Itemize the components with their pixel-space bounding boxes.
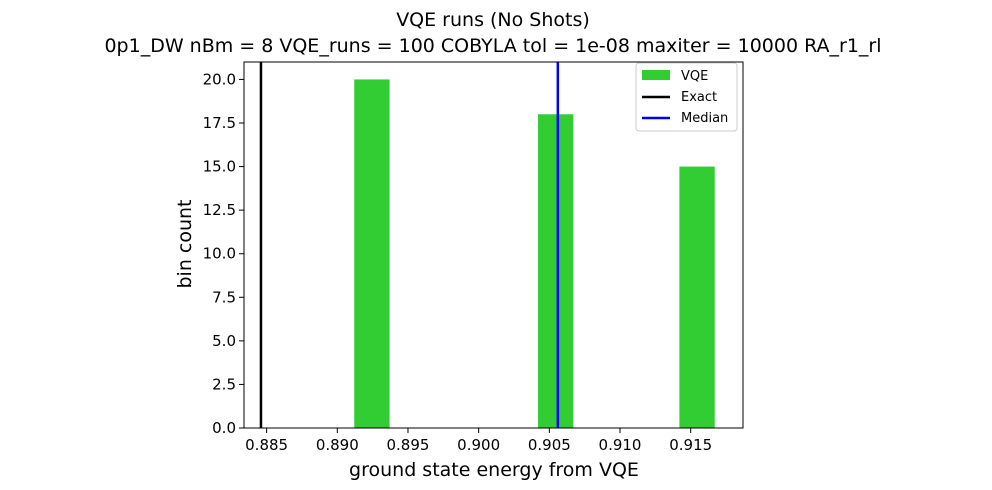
y-tick-label: 2.5 (212, 375, 236, 393)
histogram-bar-1 (538, 114, 574, 429)
y-tick-label: 7.5 (212, 288, 236, 306)
histogram-bar-0 (354, 79, 390, 428)
x-tick-label: 0.900 (457, 436, 500, 454)
y-tick-label: 0.0 (212, 419, 236, 437)
legend-label-vqe: VQE (681, 69, 708, 84)
y-tick-label: 17.5 (203, 114, 236, 132)
y-tick-label: 12.5 (203, 201, 236, 219)
legend-label-median: Median (681, 111, 728, 126)
legend-swatch-vqe (642, 70, 670, 80)
x-axis: 0.885 0.890 0.895 0.900 0.905 0.910 0.915 (245, 428, 712, 454)
chart-title: VQE runs (No Shots) (396, 9, 590, 31)
legend: VQE Exact Median (635, 62, 738, 132)
x-tick-label: 0.895 (387, 436, 430, 454)
x-tick-label: 0.885 (245, 436, 288, 454)
x-tick-label: 0.905 (528, 436, 571, 454)
x-tick-label: 0.910 (599, 436, 642, 454)
x-tick-label: 0.890 (316, 436, 359, 454)
x-axis-label: ground state energy from VQE (349, 459, 639, 481)
chart-subtitle: 0p1_DW nBm = 8 VQE_runs = 100 COBYLA tol… (104, 35, 881, 57)
y-axis-label: bin count (174, 199, 196, 288)
x-tick-label: 0.915 (669, 436, 712, 454)
plot-frame (243, 61, 744, 429)
y-tick-label: 15.0 (203, 158, 236, 176)
y-tick-label: 10.0 (203, 245, 236, 263)
reference-lines-layer (259, 62, 560, 428)
y-axis: 0.0 2.5 5.0 7.5 10.0 12.5 15.0 17.5 20.0 (203, 70, 244, 437)
y-tick-label: 5.0 (212, 332, 236, 350)
histogram-bar-2 (679, 166, 715, 429)
y-tick-label: 20.0 (203, 70, 236, 88)
bars-layer (354, 79, 715, 429)
legend-label-exact: Exact (681, 90, 717, 105)
